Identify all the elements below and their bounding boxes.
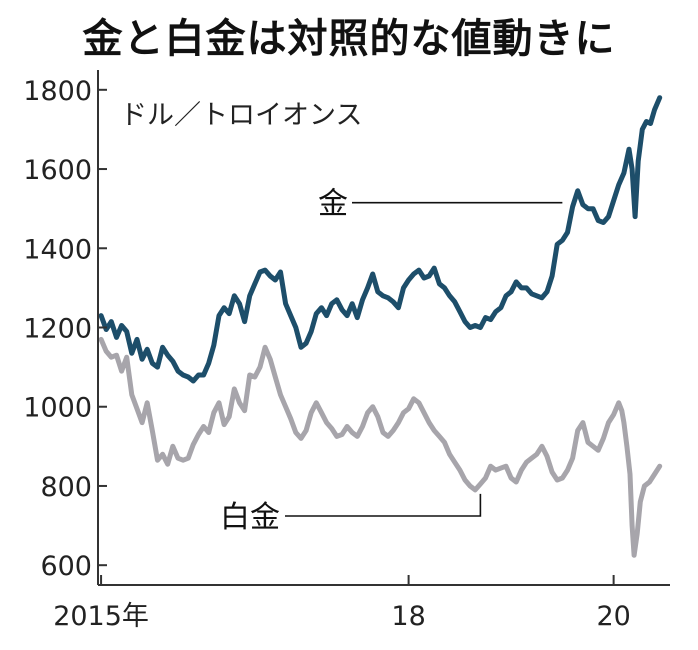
series-line-gold: [98, 95, 663, 384]
y-tick-label: 1200: [23, 314, 92, 345]
series-line-platinum: [98, 336, 663, 558]
x-tick-label: 20: [596, 601, 630, 632]
series-label-layer: 金白金: [220, 187, 563, 535]
chart-title: 金と白金は対照的な値動きに: [82, 16, 616, 62]
x-tick-label: 2015年: [53, 601, 149, 632]
y-tick-label: 600: [40, 551, 92, 582]
series-label-platinum: 白金: [220, 500, 280, 535]
y-tick-label: 1400: [23, 234, 92, 265]
x-tick-label: 18: [391, 601, 425, 632]
axis-layer: 600 800 1000 1200 1400 1600 1800 2015年 18 20: [23, 70, 670, 632]
y-tick-label: 1600: [23, 155, 92, 186]
y-axis-unit-label: ドル／トロイオンス: [120, 100, 362, 131]
y-tick-label: 1000: [23, 393, 92, 424]
y-tick-label: 800: [40, 472, 92, 503]
y-tick-label: 1800: [23, 76, 92, 107]
series-label-gold: 金: [318, 187, 348, 222]
platinum-leader-line: [285, 493, 482, 517]
series-layer: [98, 95, 663, 558]
